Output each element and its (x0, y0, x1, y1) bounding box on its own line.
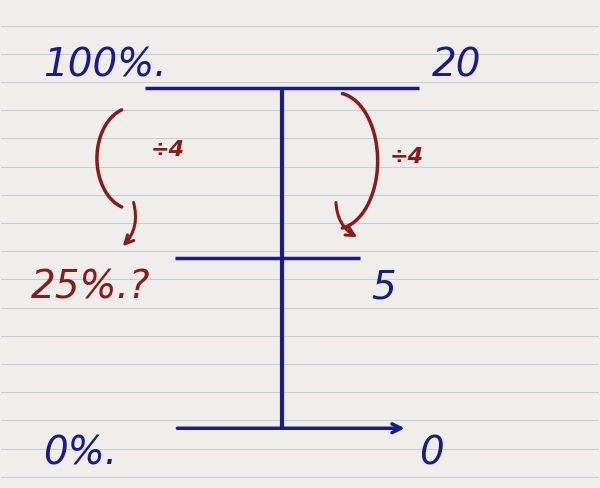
Text: ÷4: ÷4 (151, 140, 185, 160)
Text: 100%.: 100%. (43, 46, 167, 84)
Text: 0: 0 (419, 433, 444, 471)
Text: 25%.?: 25%.? (31, 268, 151, 306)
Text: 20: 20 (431, 46, 481, 84)
Text: 5: 5 (371, 268, 397, 306)
Text: 0%.: 0%. (43, 433, 118, 471)
Text: ÷4: ÷4 (389, 147, 424, 166)
